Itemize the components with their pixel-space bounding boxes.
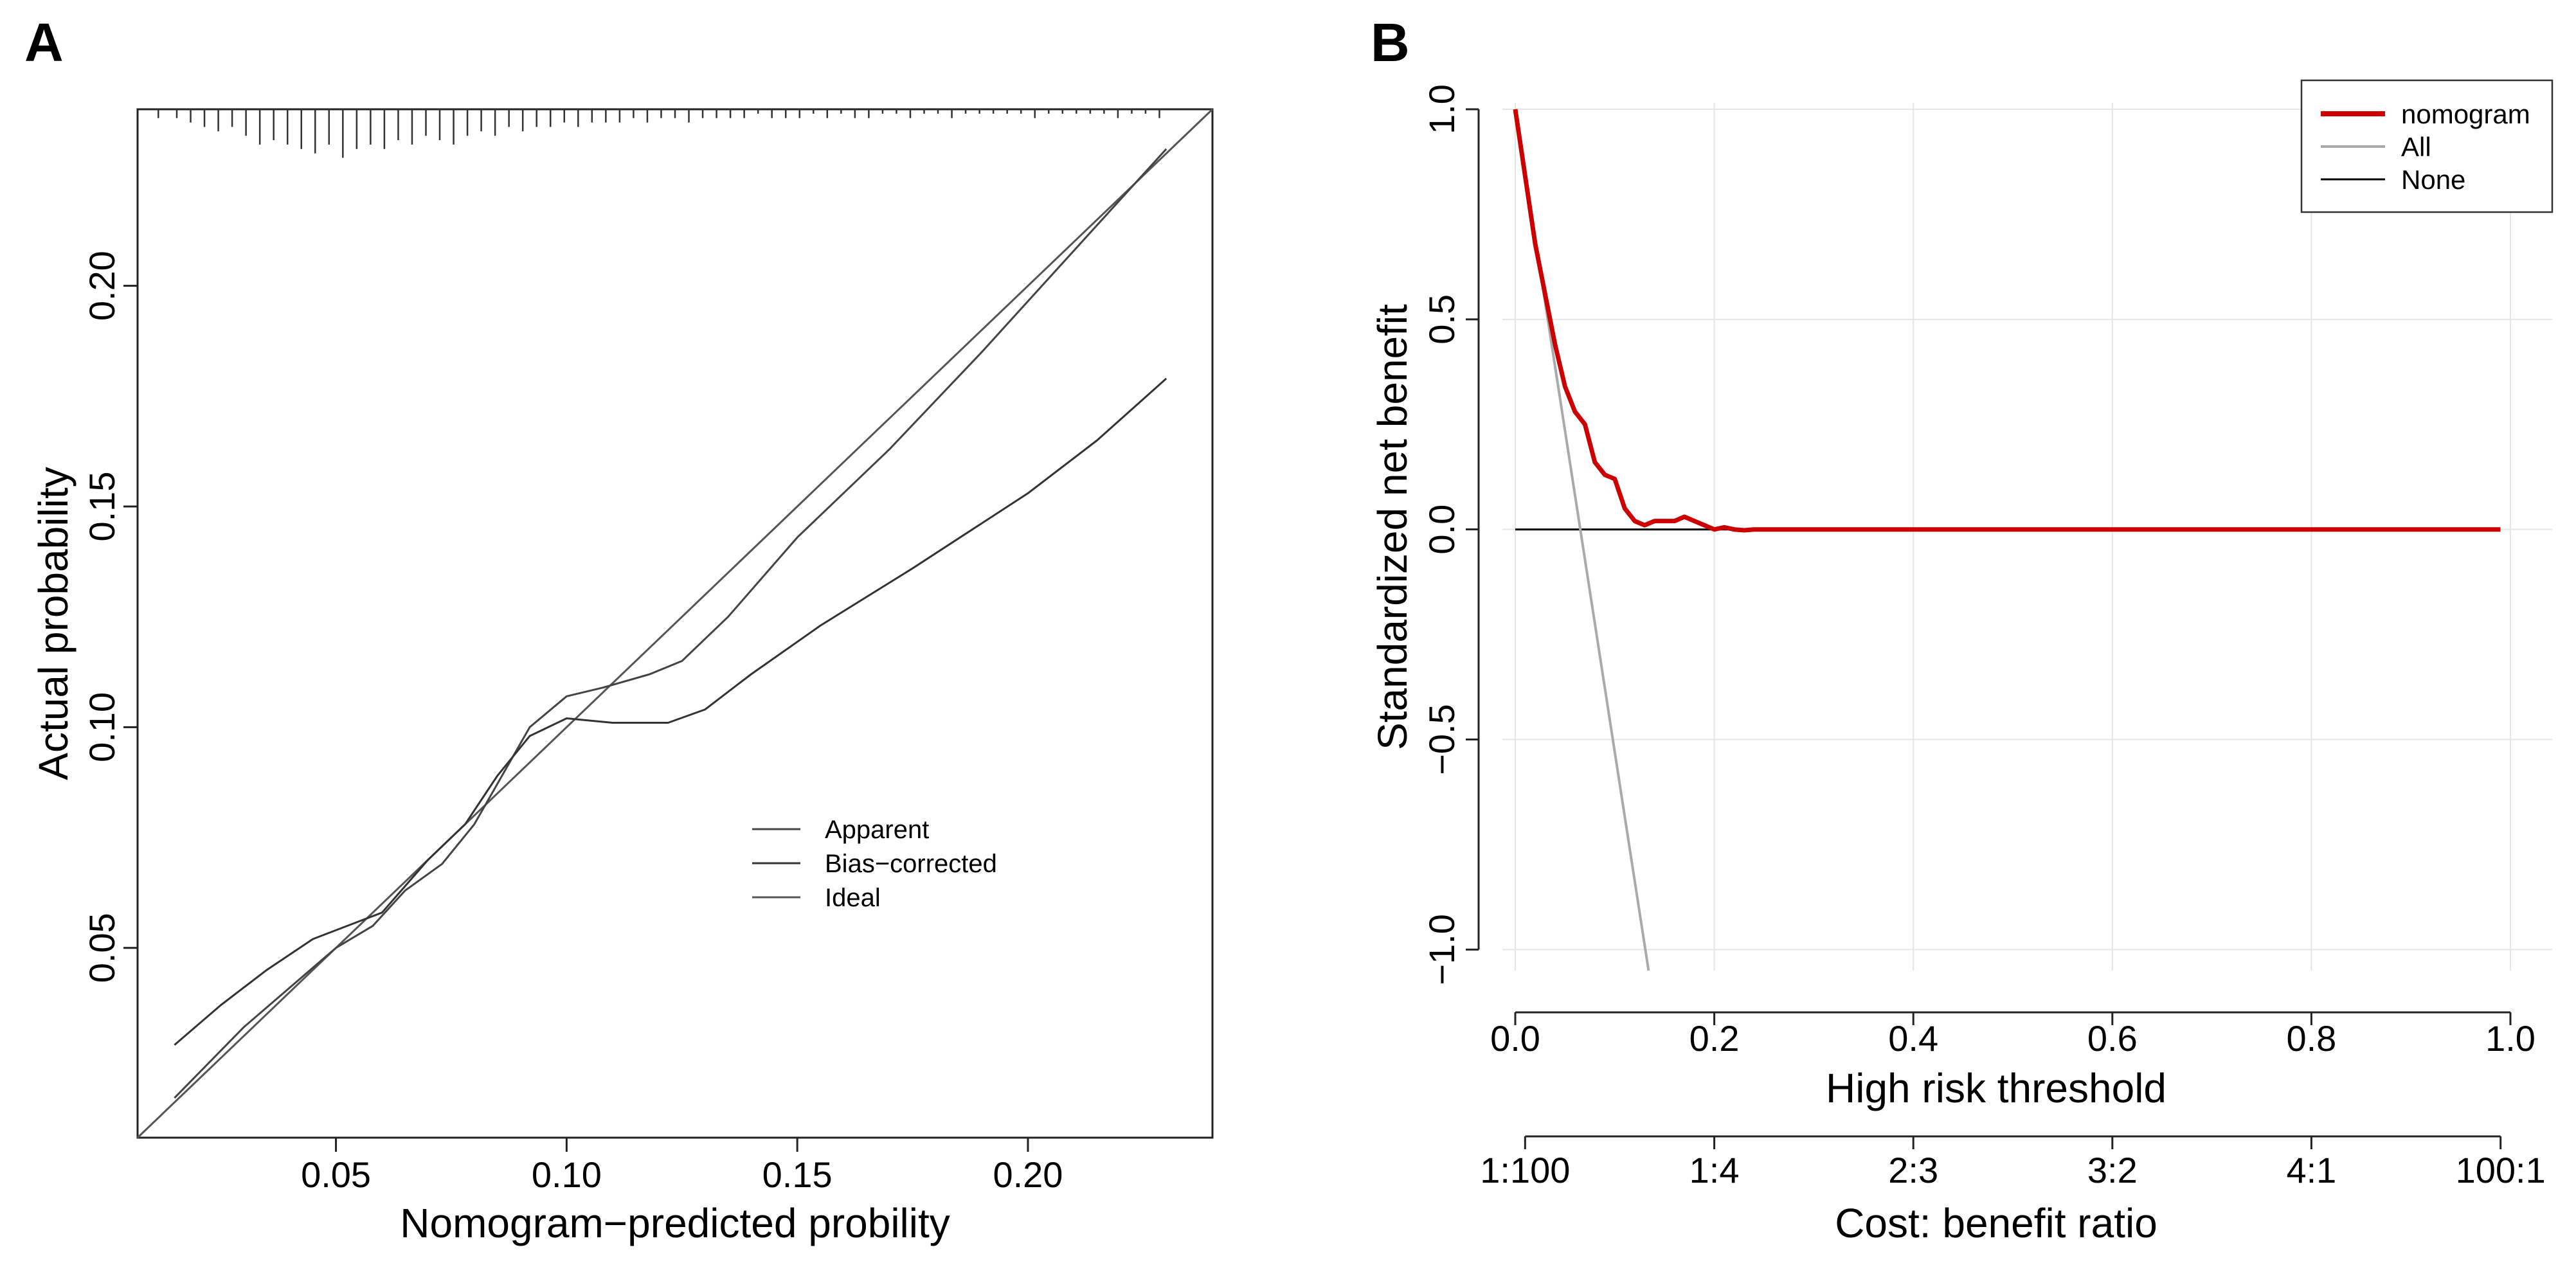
x2-tick-label: 100:1 (2456, 1150, 2546, 1190)
legend-a-apparent-label: Apparent (825, 816, 929, 844)
x-tick-label: 0.8 (2286, 1018, 2336, 1059)
panel-a-series (136, 108, 1214, 1139)
series-line-ideal (136, 108, 1214, 1139)
panel-a-legend: Apparent Bias−corrected Ideal (752, 816, 997, 912)
panel-a-x-axis-title: Nomogram−predicted probility (400, 1200, 950, 1246)
panel-a-label: A (24, 12, 64, 73)
x2-tick-label: 3:2 (2087, 1150, 2138, 1190)
x-tick-label: 0.0 (1490, 1018, 1540, 1059)
panel-b-gridlines (1502, 103, 2552, 971)
y-tick-label: −1.0 (1421, 914, 1462, 985)
x2-tick-label: 1:4 (1689, 1150, 1740, 1190)
legend-b-all-label: All (2401, 132, 2431, 162)
legend-b-nomogram-label: nomogram (2401, 99, 2530, 129)
y-tick-label: −0.5 (1421, 704, 1462, 775)
legend-b-none-label: None (2401, 165, 2465, 195)
panel-a-y-axis: 0.05 0.10 0.15 0.20 (82, 251, 138, 983)
x-tick-label: 0.10 (532, 1154, 602, 1195)
panel-b-x-axis: 0.0 0.2 0.4 0.6 0.8 1.0 (1490, 1011, 2535, 1059)
x2-tick-label: 4:1 (2286, 1150, 2336, 1190)
x-tick-label: 0.2 (1689, 1018, 1740, 1059)
panel-b-series (1513, 109, 2501, 971)
panel-b-legend: nomogram All None (2300, 79, 2553, 213)
x-tick-label: 0.6 (2087, 1018, 2138, 1059)
x-tick-label: 0.15 (762, 1154, 833, 1195)
y-tick-label: 0.10 (82, 692, 122, 762)
series-line-bias-corrected (174, 377, 1167, 1046)
x-tick-label: 0.4 (1888, 1018, 1938, 1059)
panel-a-calibration-plot: 0.05 0.10 0.15 0.20 0.05 0.10 0.15 0.20 Nomogr… (30, 108, 1214, 1246)
panel-b-cost-benefit-axis: 1:100 1:4 2:3 3:2 4:1 100:1 (1480, 1135, 2546, 1190)
x-tick-label: 0.05 (301, 1154, 371, 1195)
legend-a-ideal-label: Ideal (825, 884, 881, 912)
series-line-nomogram (1513, 109, 2501, 533)
series-line-apparent (174, 148, 1167, 1099)
y-tick-label: 0.20 (82, 251, 122, 321)
x2-tick-label: 2:3 (1888, 1150, 1938, 1190)
x-tick-label: 0.20 (993, 1154, 1063, 1195)
y-tick-label: 0.05 (82, 913, 122, 983)
panel-a-y-axis-title: Actual probability (30, 467, 77, 780)
panel-b-decision-curve: 0.0 0.2 0.4 0.6 0.8 1.0 −1.0 −0.5 0.0 0.5 1.0 1:1… (1369, 79, 2553, 1246)
panel-b-label: B (1371, 12, 1410, 73)
legend-a-bias-corrected-label: Bias−corrected (825, 850, 997, 878)
y-tick-label: 0.5 (1421, 294, 1462, 345)
y-tick-label: 0.0 (1421, 505, 1462, 555)
panel-a-rug (158, 109, 1160, 158)
x-tick-label: 1.0 (2485, 1018, 2535, 1059)
panel-b-x-axis-title: High risk threshold (1826, 1065, 2166, 1111)
y-tick-label: 0.15 (82, 472, 122, 542)
panel-b-y-axis-title: Standardized net benefit (1369, 304, 1416, 750)
x2-tick-label: 1:100 (1480, 1150, 1570, 1190)
y-tick-label: 1.0 (1421, 84, 1462, 134)
panel-b-y-axis: −1.0 −0.5 0.0 0.5 1.0 (1421, 84, 1480, 985)
panel-b-x2-axis-title: Cost: benefit ratio (1835, 1200, 2157, 1246)
panel-a-x-axis: 0.05 0.10 0.15 0.20 (301, 1138, 1063, 1195)
